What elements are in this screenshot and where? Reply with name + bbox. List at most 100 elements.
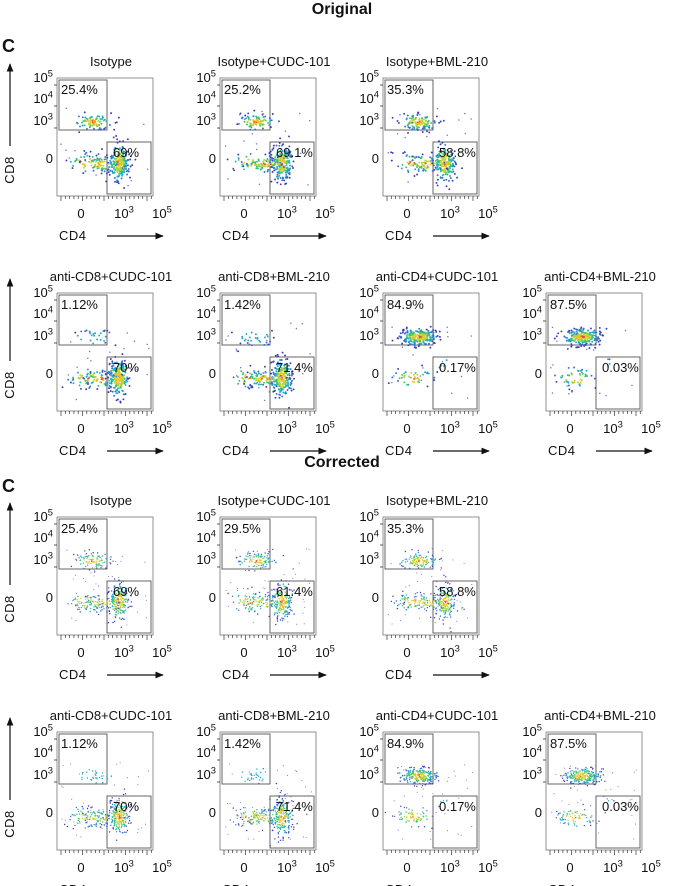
event-dot (431, 170, 434, 173)
event-dot (407, 597, 409, 599)
event-dot (418, 344, 421, 346)
event-dot (426, 563, 428, 565)
event-dot (404, 332, 407, 335)
event-dot (81, 121, 83, 124)
event-dot (395, 600, 398, 602)
event-dot (266, 158, 269, 161)
y-tick-label: 103 (196, 551, 216, 567)
event-dot (121, 588, 124, 591)
event-dot (287, 168, 290, 171)
event-dot (122, 601, 124, 603)
event-dot (82, 605, 84, 607)
gate-percent-cd4: 58.8% (439, 584, 476, 599)
event-dot (284, 130, 287, 132)
event-dot (70, 603, 73, 605)
event-dot (278, 593, 280, 596)
event-dot (84, 165, 87, 168)
event-dot (439, 120, 442, 123)
event-dot (439, 338, 442, 341)
event-dot (442, 592, 445, 594)
event-dot (413, 598, 416, 601)
event-dot (80, 555, 82, 557)
event-dot (437, 168, 440, 171)
event-dot (400, 336, 403, 339)
event-dot (116, 588, 118, 591)
event-dot (413, 344, 416, 347)
event-dot (251, 132, 254, 135)
event-dot (585, 348, 588, 351)
event-dot (282, 607, 285, 610)
event-dot (264, 595, 266, 597)
event-dot (66, 549, 68, 551)
event-dot (239, 555, 241, 558)
event-dot (288, 596, 291, 598)
event-dot (102, 164, 105, 167)
event-dot (439, 615, 442, 617)
event-dot (262, 116, 265, 118)
event-dot (397, 367, 400, 370)
y-tick-label: 105 (33, 723, 53, 739)
event-dot (450, 158, 453, 161)
event-dot (279, 605, 281, 607)
event-dot (569, 340, 572, 343)
event-dot (253, 122, 255, 125)
event-dot (263, 343, 266, 346)
event-dot (88, 561, 90, 564)
gate-cd8 (384, 518, 434, 570)
event-dot (98, 809, 100, 811)
event-dot (261, 166, 264, 169)
event-dot (464, 112, 466, 115)
event-dot (123, 156, 126, 158)
event-dot (462, 607, 464, 609)
event-dot (284, 354, 286, 357)
event-dot (95, 604, 97, 606)
event-dot (114, 604, 116, 607)
event-dot (123, 612, 125, 614)
event-dot (99, 812, 101, 814)
event-dot (121, 382, 124, 385)
event-dot (146, 373, 148, 376)
event-dot (120, 598, 122, 601)
event-dot (415, 155, 418, 158)
event-dot (285, 586, 287, 588)
event-dot (108, 597, 110, 599)
event-dot (248, 565, 250, 568)
event-dot (119, 592, 121, 595)
event-dot (398, 603, 400, 606)
event-dot (282, 598, 285, 601)
event-dot (286, 382, 289, 385)
event-dot (433, 342, 436, 345)
event-dot (104, 373, 107, 376)
event-dot (78, 773, 80, 775)
event-dot (120, 177, 123, 180)
event-dot (420, 120, 423, 123)
event-dot (245, 598, 247, 601)
event-dot (62, 765, 64, 767)
event-dot (264, 580, 266, 582)
event-dot (281, 596, 283, 599)
event-dot (271, 171, 274, 173)
event-dot (81, 116, 84, 119)
event-dot (127, 167, 130, 170)
event-dot (246, 371, 249, 374)
event-dot (449, 170, 452, 173)
event-dot (236, 557, 238, 559)
event-dot (105, 180, 108, 183)
event-dot (407, 600, 409, 602)
event-dot (288, 386, 291, 389)
event-dot (441, 560, 444, 562)
y-tick-label: 0 (209, 366, 216, 381)
event-dot (78, 608, 80, 611)
event-dot (116, 600, 119, 602)
event-dot (418, 554, 421, 557)
event-dot (455, 593, 458, 596)
event-dot (116, 608, 118, 610)
event-dot (425, 610, 428, 612)
event-dot (438, 587, 441, 590)
event-dot (404, 599, 406, 601)
event-dot (118, 583, 121, 586)
gate-cd8 (58, 733, 108, 785)
event-dot (253, 599, 255, 601)
event-dot (580, 345, 583, 347)
event-dot (111, 390, 114, 393)
